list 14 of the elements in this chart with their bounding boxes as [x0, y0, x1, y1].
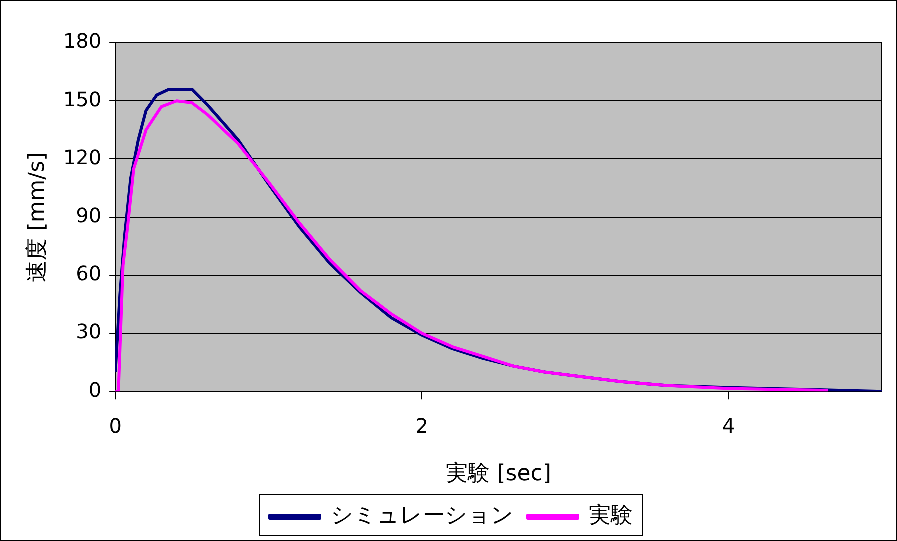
- y-tick-label: 120: [63, 145, 102, 170]
- y-tick-label: 60: [76, 262, 102, 286]
- legend-label: 実験: [589, 504, 633, 529]
- x-tick-label: 2: [416, 414, 429, 438]
- x-tick-label: 0: [109, 414, 122, 438]
- y-tick-label: 0: [88, 378, 102, 402]
- y-tick-label: 180: [63, 29, 102, 54]
- y-tick-label: 150: [63, 87, 102, 112]
- y-tick-label: 30: [76, 320, 102, 344]
- x-tick-label: 4: [722, 414, 736, 438]
- x-axis-title: 実験 [sec]: [446, 462, 552, 487]
- y-axis-title: 速度 [mm/s]: [24, 152, 50, 282]
- y-tick-label: 90: [76, 204, 102, 228]
- legend-label: シミュレーション: [331, 504, 514, 529]
